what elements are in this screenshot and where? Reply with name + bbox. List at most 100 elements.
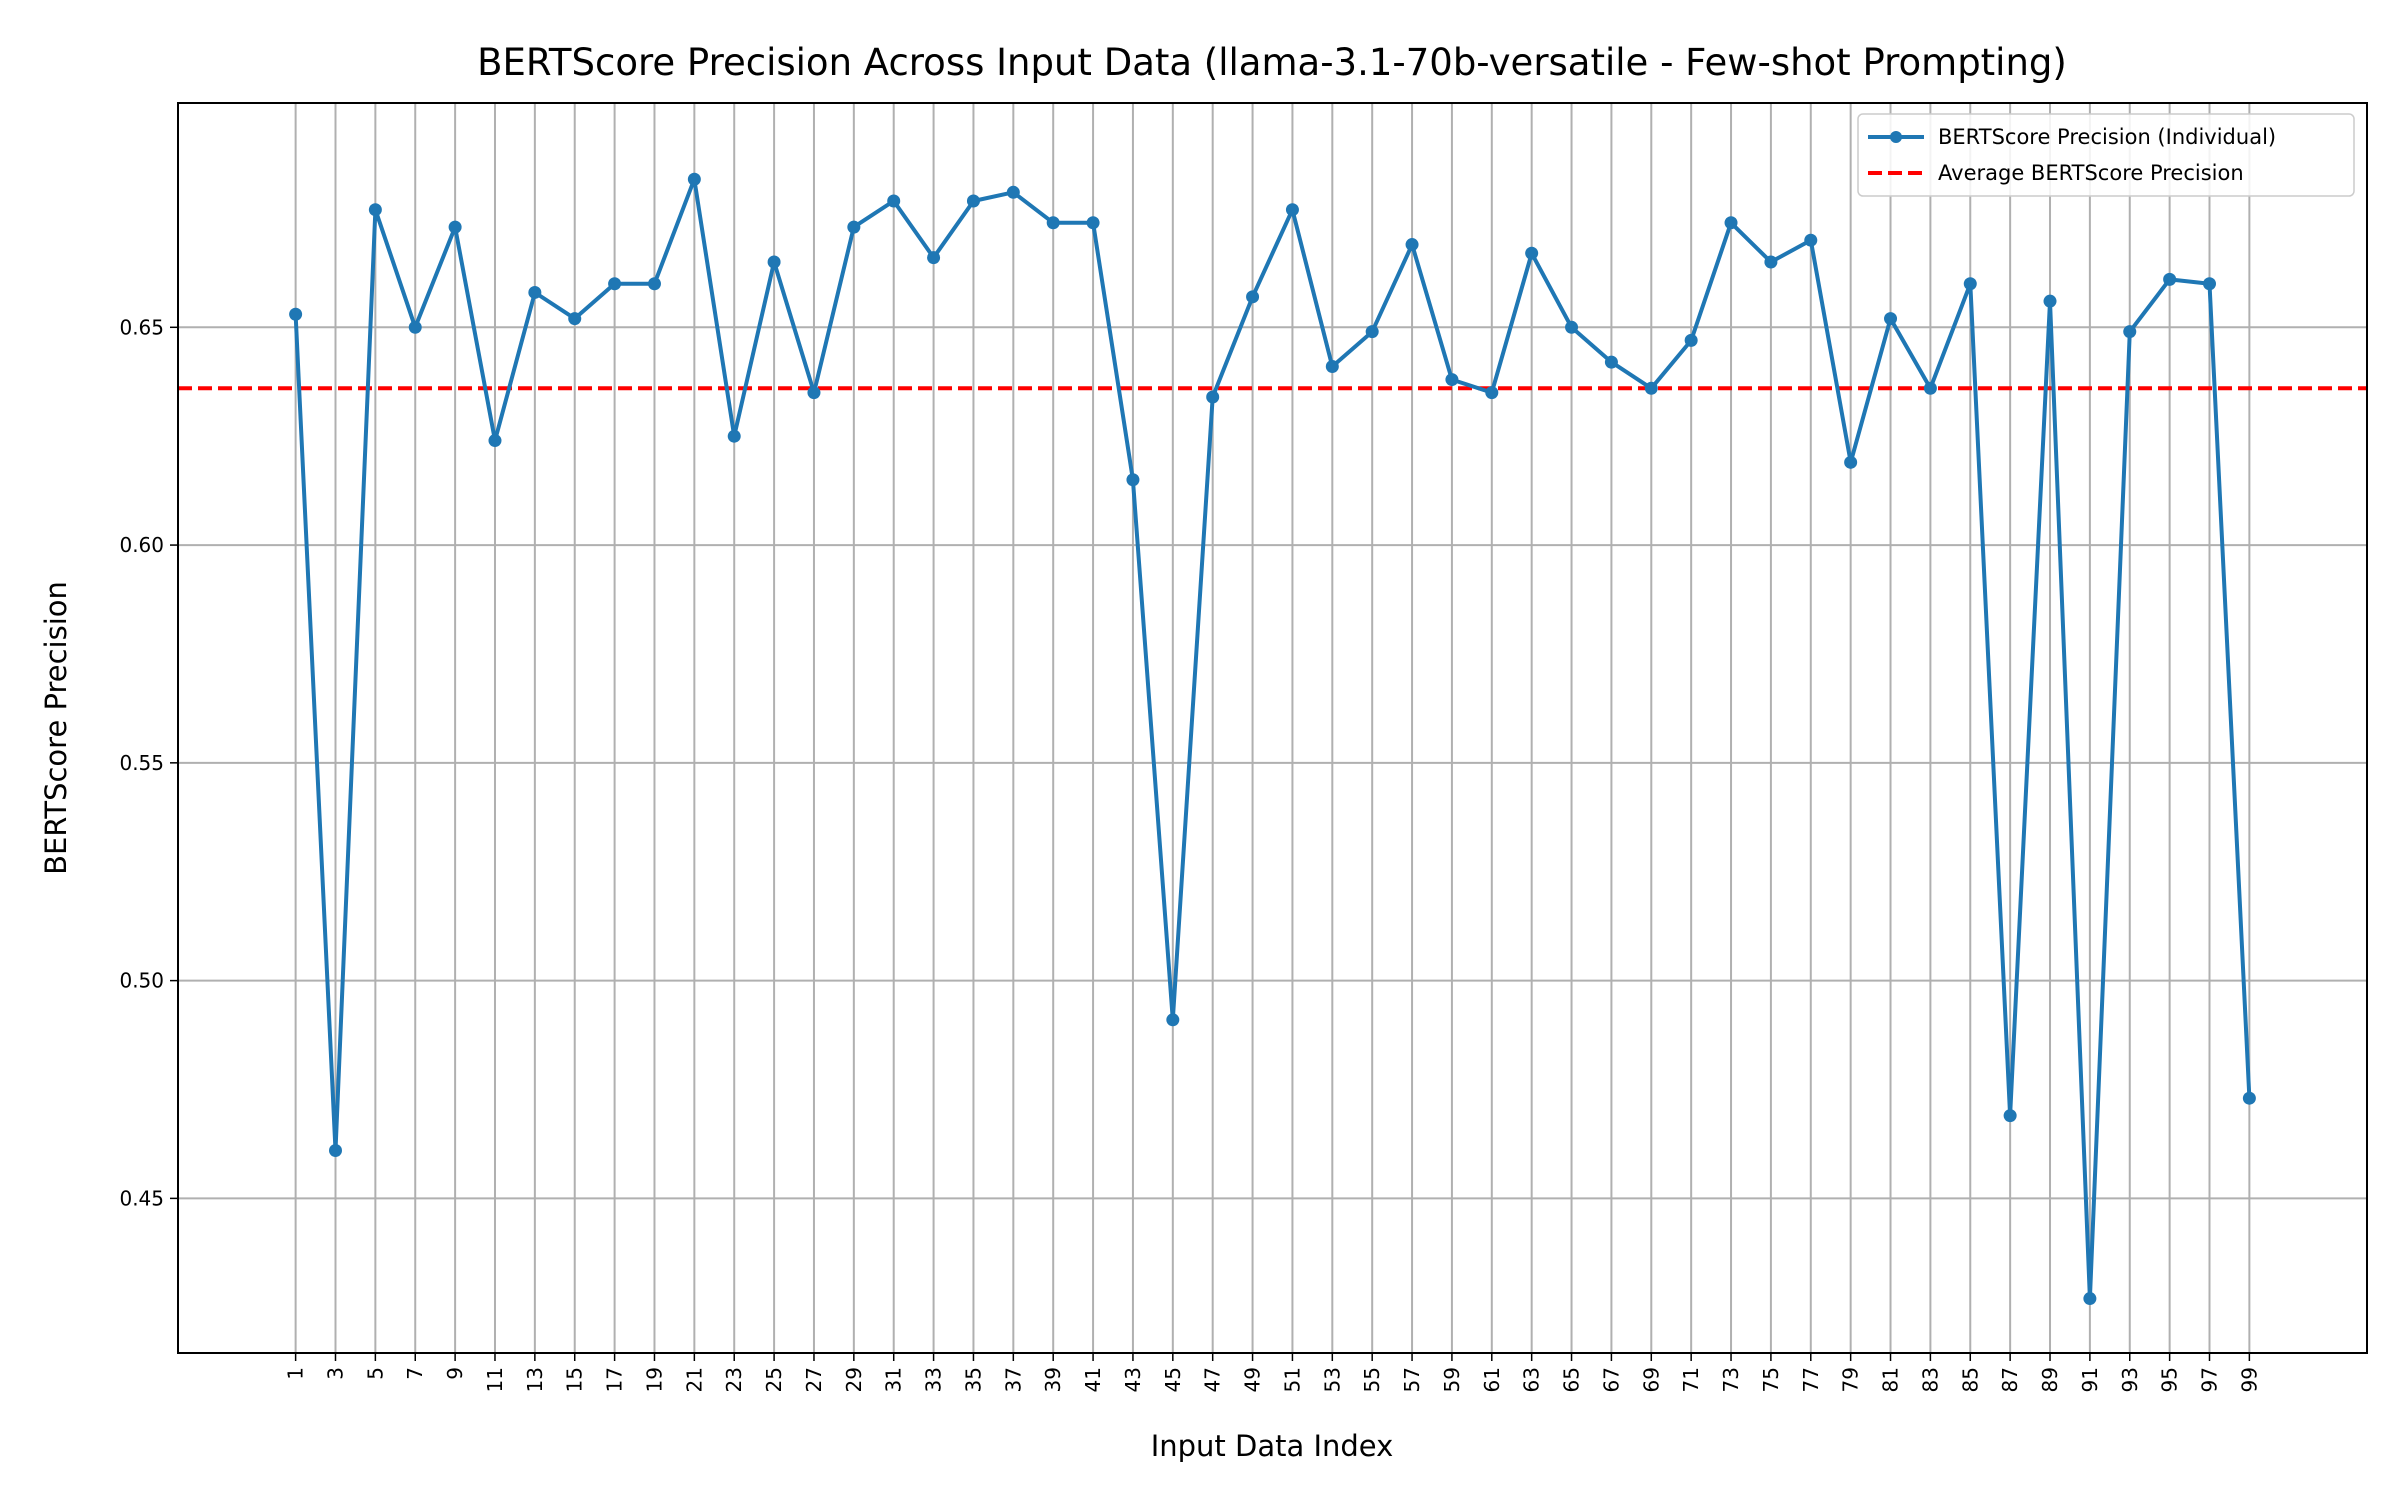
data-point bbox=[1764, 255, 1778, 269]
x-tick-label: 93 bbox=[2118, 1367, 2142, 1392]
grid bbox=[178, 103, 2367, 1353]
data-point bbox=[1046, 216, 1060, 230]
x-tick-label: 33 bbox=[922, 1367, 946, 1392]
x-axis-label: Input Data Index bbox=[1151, 1429, 1394, 1463]
x-tick-label: 15 bbox=[563, 1367, 587, 1392]
x-tick-label: 71 bbox=[1679, 1367, 1703, 1392]
x-tick-label: 73 bbox=[1719, 1367, 1743, 1392]
y-tick-label: 0.55 bbox=[119, 751, 164, 775]
data-point bbox=[2043, 294, 2057, 308]
x-tick-label: 51 bbox=[1280, 1367, 1304, 1392]
data-point bbox=[1445, 373, 1459, 387]
x-tick-label: 29 bbox=[842, 1367, 866, 1392]
chart-title: BERTScore Precision Across Input Data (l… bbox=[477, 41, 2067, 84]
x-tick-label: 41 bbox=[1081, 1367, 1105, 1392]
x-axis-ticks: 1 3 5 7 9 11 13 15 17 19 21 23 25 27 29 31 33 35 37 39 41 43 4… bbox=[284, 1353, 2261, 1392]
data-point bbox=[1365, 325, 1379, 339]
data-point bbox=[1405, 238, 1419, 252]
x-tick-label: 35 bbox=[961, 1367, 985, 1392]
x-tick-label: 85 bbox=[1958, 1367, 1982, 1392]
data-point bbox=[1285, 203, 1299, 217]
data-point bbox=[328, 1143, 342, 1157]
data-point bbox=[1325, 360, 1339, 374]
x-tick-label: 37 bbox=[1001, 1367, 1025, 1392]
data-point bbox=[1684, 333, 1698, 347]
x-tick-label: 21 bbox=[682, 1367, 706, 1392]
data-point bbox=[687, 172, 701, 186]
data-point bbox=[568, 312, 582, 326]
y-tick-label: 0.45 bbox=[119, 1186, 164, 1210]
x-tick-label: 91 bbox=[2078, 1367, 2102, 1392]
y-tick-label: 0.65 bbox=[119, 315, 164, 339]
data-point bbox=[727, 429, 741, 443]
data-point bbox=[966, 194, 980, 208]
data-point bbox=[1844, 455, 1858, 469]
data-point bbox=[2163, 272, 2177, 286]
data-point bbox=[1246, 290, 1260, 304]
legend-marker-individual bbox=[1890, 131, 1902, 143]
data-point bbox=[1724, 216, 1738, 230]
x-tick-label: 95 bbox=[2158, 1367, 2182, 1392]
data-point bbox=[368, 203, 382, 217]
x-tick-label: 63 bbox=[1520, 1367, 1544, 1392]
data-point bbox=[1963, 277, 1977, 291]
data-point bbox=[2003, 1109, 2017, 1123]
x-tick-label: 57 bbox=[1400, 1367, 1424, 1392]
legend: BERTScore Precision (Individual) Average… bbox=[1857, 113, 2355, 197]
x-tick-label: 19 bbox=[642, 1367, 666, 1392]
x-tick-label: 53 bbox=[1320, 1367, 1344, 1392]
x-tick-label: 61 bbox=[1480, 1367, 1504, 1392]
data-point bbox=[1884, 312, 1898, 326]
data-point bbox=[1644, 381, 1658, 395]
data-point bbox=[488, 434, 502, 448]
x-tick-label: 31 bbox=[882, 1367, 906, 1392]
data-point bbox=[608, 277, 622, 291]
x-tick-label: 97 bbox=[2198, 1367, 2222, 1392]
data-point bbox=[1804, 233, 1818, 247]
data-point bbox=[2083, 1292, 2097, 1306]
x-tick-label: 47 bbox=[1201, 1367, 1225, 1392]
data-point bbox=[1923, 381, 1937, 395]
x-tick-label: 23 bbox=[722, 1367, 746, 1392]
series-layer bbox=[289, 172, 2256, 1306]
data-point bbox=[2203, 277, 2217, 291]
data-point bbox=[2123, 325, 2137, 339]
x-tick-label: 77 bbox=[1799, 1367, 1823, 1392]
x-tick-label: 25 bbox=[762, 1367, 786, 1392]
data-point bbox=[1126, 473, 1140, 487]
x-tick-label: 5 bbox=[363, 1367, 387, 1380]
x-tick-label: 11 bbox=[483, 1367, 507, 1392]
data-point bbox=[2242, 1091, 2256, 1105]
x-tick-label: 13 bbox=[523, 1367, 547, 1392]
x-tick-label: 55 bbox=[1360, 1367, 1384, 1392]
y-tick-label: 0.60 bbox=[119, 533, 164, 557]
x-tick-label: 7 bbox=[403, 1367, 427, 1380]
series-line-individual bbox=[293, 177, 2252, 1301]
legend-label-average: Average BERTScore Precision bbox=[1938, 161, 2244, 185]
data-point bbox=[1604, 355, 1618, 369]
x-tick-label: 43 bbox=[1121, 1367, 1145, 1392]
data-point bbox=[528, 285, 542, 299]
x-tick-label: 45 bbox=[1161, 1367, 1185, 1392]
data-point bbox=[1166, 1013, 1180, 1027]
y-axis-ticks: 0.45 0.50 0.55 0.60 0.65 bbox=[119, 315, 178, 1210]
x-tick-label: 17 bbox=[603, 1367, 627, 1392]
data-point bbox=[1206, 390, 1220, 404]
data-point bbox=[448, 220, 462, 234]
x-tick-label: 39 bbox=[1041, 1367, 1065, 1392]
x-tick-label: 83 bbox=[1918, 1367, 1942, 1392]
data-point bbox=[1565, 320, 1579, 334]
data-point bbox=[1485, 386, 1499, 400]
data-point bbox=[847, 220, 861, 234]
x-tick-label: 9 bbox=[443, 1367, 467, 1380]
x-tick-label: 75 bbox=[1759, 1367, 1783, 1392]
plot-frame bbox=[177, 102, 2368, 1354]
x-tick-label: 1 bbox=[284, 1367, 308, 1380]
x-tick-label: 49 bbox=[1241, 1367, 1265, 1392]
data-point bbox=[1086, 216, 1100, 230]
x-tick-label: 87 bbox=[1998, 1367, 2022, 1392]
data-point bbox=[1525, 246, 1539, 260]
data-point bbox=[289, 307, 303, 321]
